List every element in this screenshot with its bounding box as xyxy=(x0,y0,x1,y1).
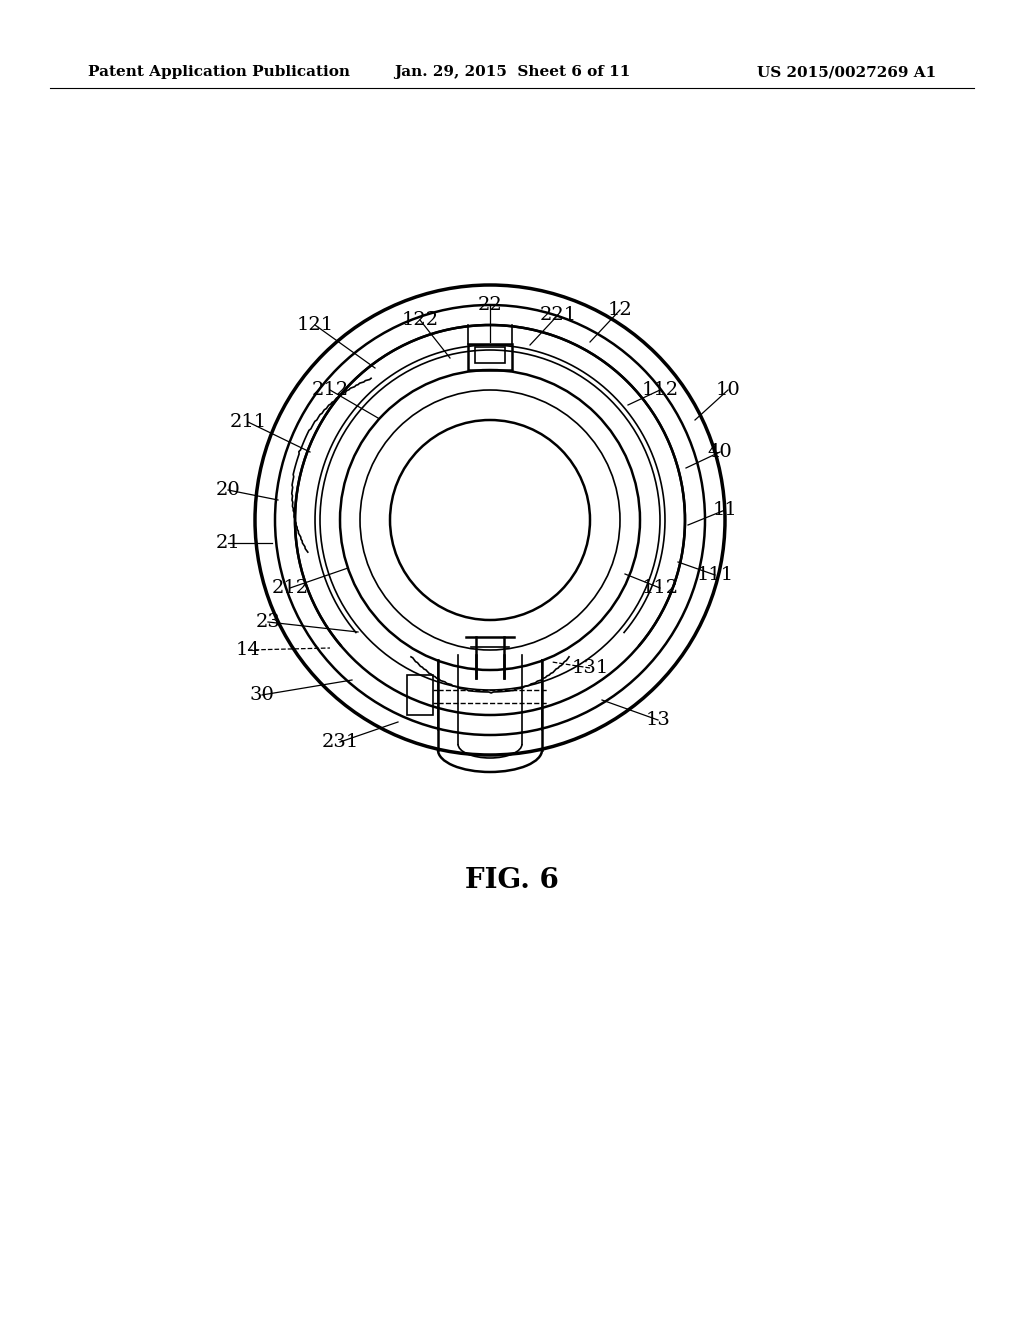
Text: 22: 22 xyxy=(477,296,503,314)
Text: 212: 212 xyxy=(311,381,348,399)
Text: 23: 23 xyxy=(256,612,281,631)
Text: Jan. 29, 2015  Sheet 6 of 11: Jan. 29, 2015 Sheet 6 of 11 xyxy=(394,65,630,79)
Text: 40: 40 xyxy=(708,444,732,461)
Text: 11: 11 xyxy=(713,502,737,519)
Text: 12: 12 xyxy=(607,301,633,319)
Text: 112: 112 xyxy=(641,579,679,597)
Bar xyxy=(407,675,433,715)
Bar xyxy=(475,347,505,363)
Text: 21: 21 xyxy=(216,535,241,552)
Text: 13: 13 xyxy=(645,711,671,729)
Text: 131: 131 xyxy=(571,659,608,677)
Text: Patent Application Publication: Patent Application Publication xyxy=(88,65,350,79)
Text: 20: 20 xyxy=(216,480,241,499)
Text: 10: 10 xyxy=(716,381,740,399)
Text: 231: 231 xyxy=(322,733,358,751)
Text: FIG. 6: FIG. 6 xyxy=(465,866,559,894)
Text: 14: 14 xyxy=(236,642,260,659)
Text: 211: 211 xyxy=(229,413,266,432)
Text: 111: 111 xyxy=(696,566,733,583)
Bar xyxy=(468,345,512,370)
Text: 221: 221 xyxy=(540,306,577,323)
Text: 121: 121 xyxy=(296,315,334,334)
Text: 122: 122 xyxy=(401,312,438,329)
Text: 30: 30 xyxy=(250,686,274,704)
Text: US 2015/0027269 A1: US 2015/0027269 A1 xyxy=(757,65,936,79)
Text: 112: 112 xyxy=(641,381,679,399)
Text: 212: 212 xyxy=(271,579,308,597)
